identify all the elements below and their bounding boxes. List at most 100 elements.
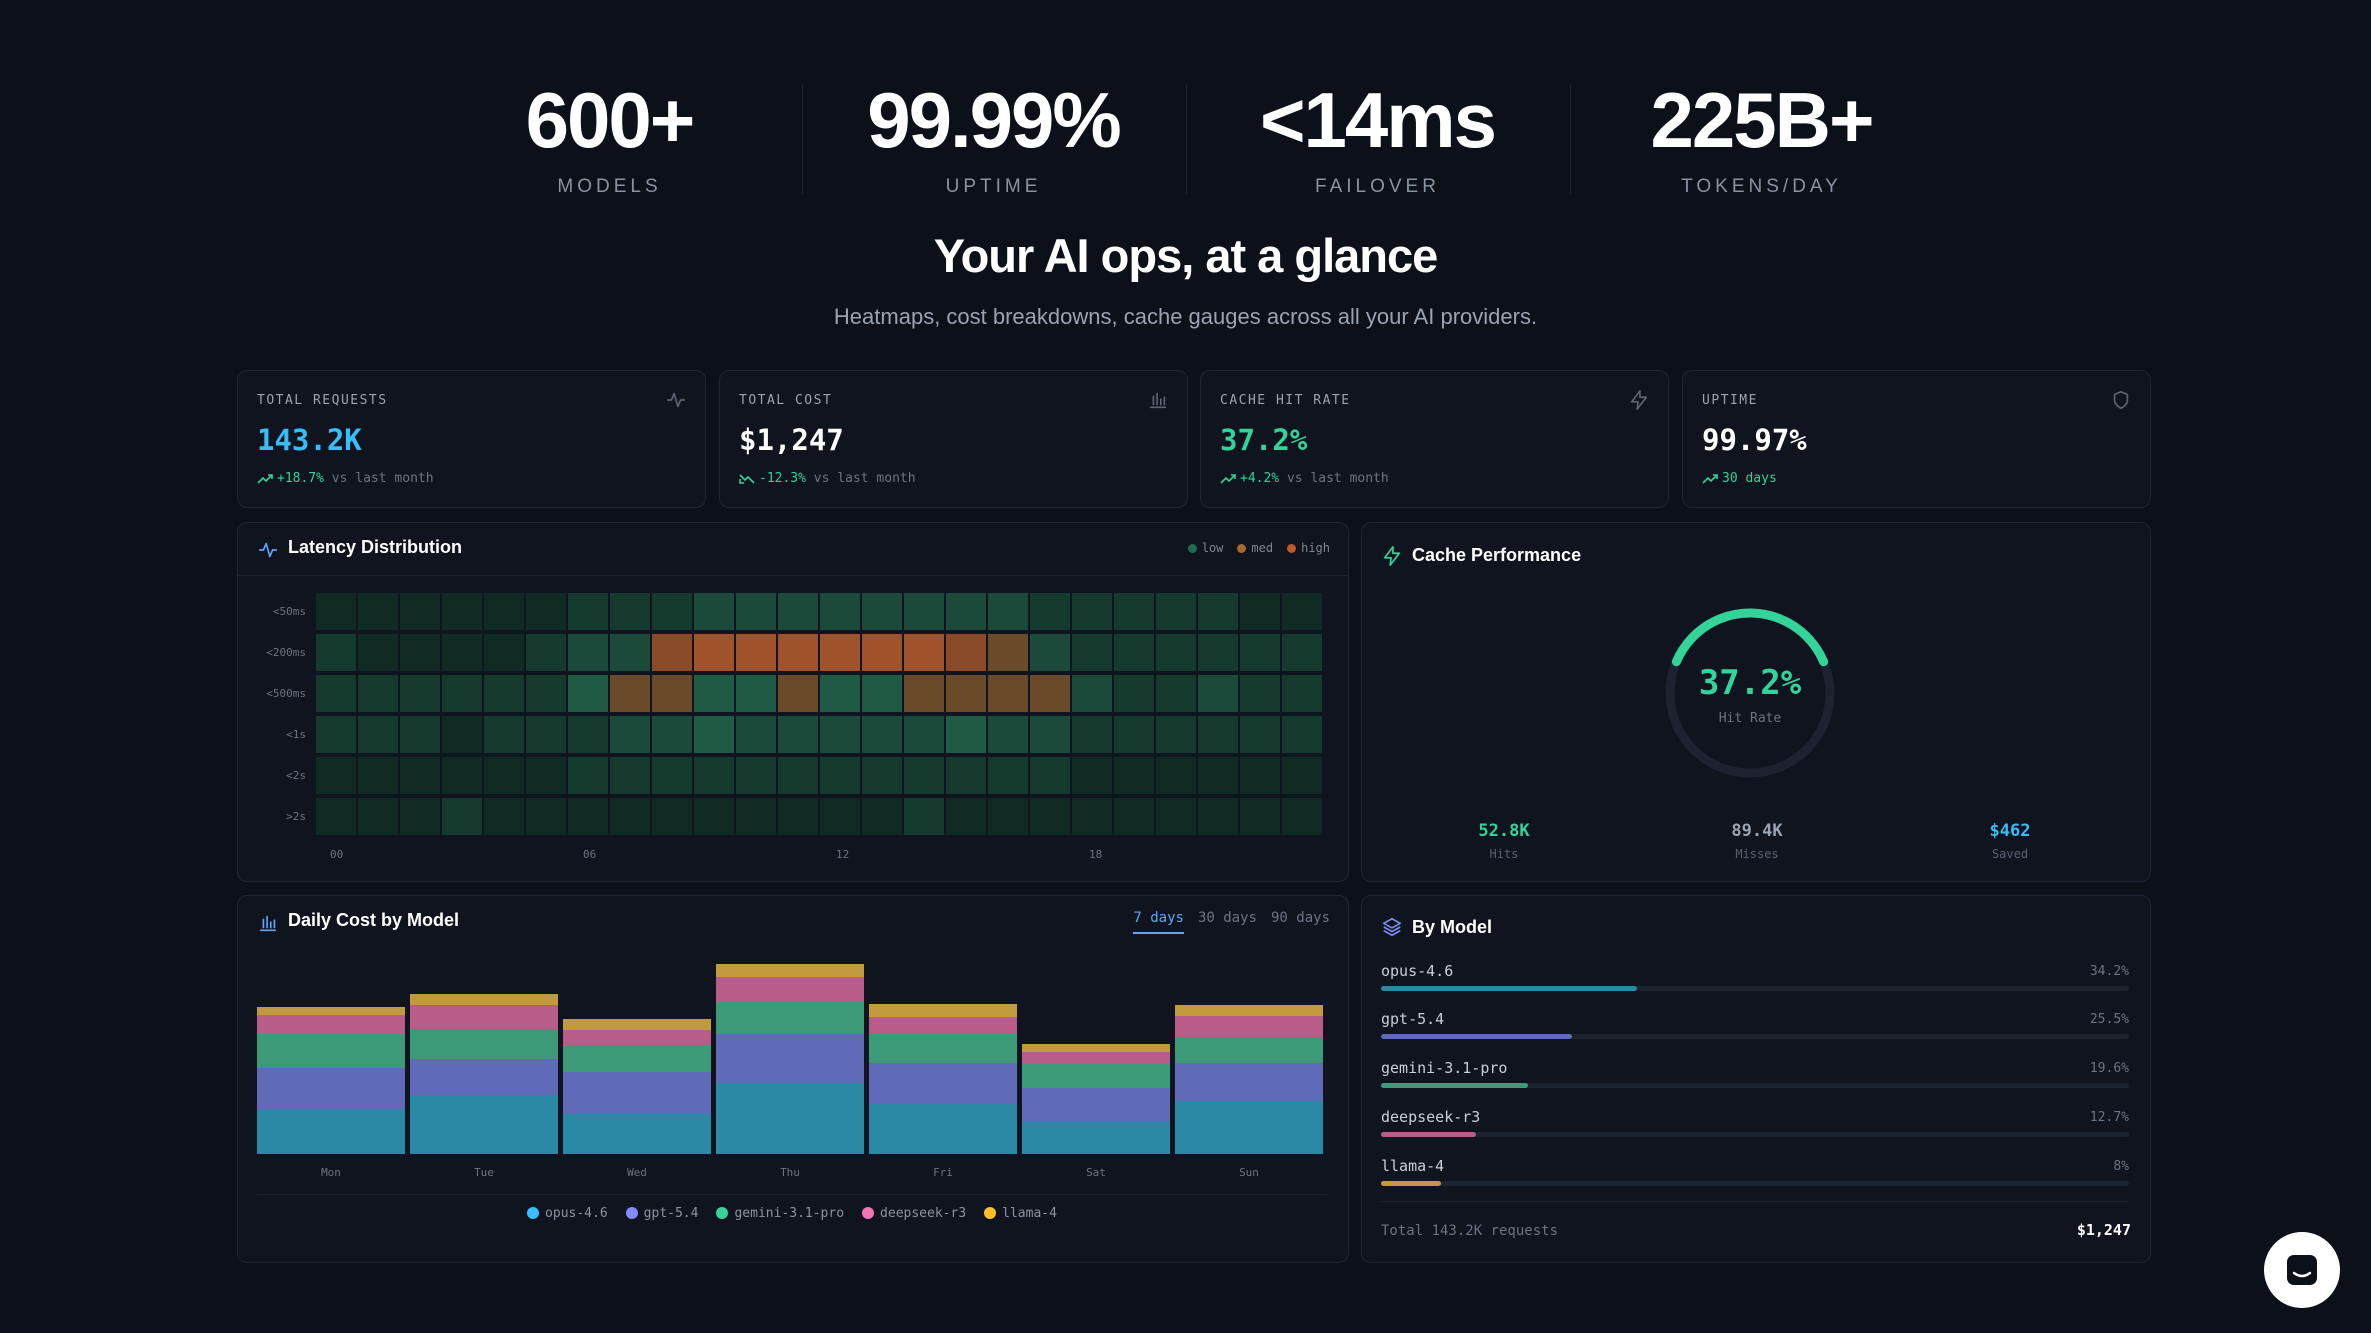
heatmap-cell	[526, 798, 566, 835]
legend-item: llama-4	[984, 1206, 1057, 1221]
stat-value: 225B+	[1650, 76, 1874, 164]
legend-label: med	[1251, 541, 1274, 555]
bar-segment-opus-4-6	[716, 1083, 864, 1154]
heatmap-cell	[904, 757, 944, 794]
heatmap-cell	[1198, 716, 1238, 753]
legend-dot	[1287, 544, 1297, 553]
bar-segment-gemini-3-1-pro	[257, 1034, 405, 1068]
bar-segment-deepseek-r3	[563, 1030, 711, 1045]
heatmap-cell	[442, 593, 482, 630]
heatmap-cell	[442, 798, 482, 835]
heatmap-cell	[736, 757, 776, 794]
activity-icon	[258, 542, 278, 558]
heatmap-cell	[778, 634, 818, 671]
heatmap-cell	[442, 634, 482, 671]
kpi-delta-suffix: vs last month	[331, 471, 434, 486]
heatmap-row-label: <50ms	[272, 605, 306, 618]
heatmap-cell	[694, 634, 734, 671]
heatmap-cell	[988, 757, 1028, 794]
heatmap-cell	[1072, 757, 1112, 794]
divider	[238, 575, 1348, 576]
model-total-label: Total 143.2K requests	[1381, 1223, 1559, 1239]
trend-down-icon	[739, 474, 755, 484]
bar-segment-gemini-3-1-pro	[716, 1002, 864, 1034]
legend-dot	[716, 1207, 729, 1219]
heatmap-cell	[568, 798, 608, 835]
heatmap-cell	[778, 675, 818, 712]
divider	[257, 1194, 1327, 1195]
bar-segment-llama-4	[1175, 1005, 1323, 1016]
heatmap-cell	[736, 798, 776, 835]
bar-segment-gpt-5-4	[1175, 1063, 1323, 1101]
tab-7-days[interactable]: 7 days	[1133, 910, 1184, 934]
heatmap-cell	[1198, 675, 1238, 712]
heatmap-cell	[610, 757, 650, 794]
heatmap-cell	[1030, 798, 1070, 835]
heatmap-cell	[526, 593, 566, 630]
heatmap-cell	[694, 798, 734, 835]
chat-launcher-button[interactable]	[2264, 1232, 2340, 1308]
heatmap-cell	[1282, 716, 1322, 753]
heatmap-cell	[1114, 757, 1154, 794]
panel-title: Cache Performance	[1412, 545, 1582, 565]
model-track	[1381, 986, 2129, 991]
heatmap-cell	[652, 757, 692, 794]
gauge-label: Hit Rate	[1718, 711, 1782, 726]
bar-segment-opus-4-6	[257, 1110, 405, 1154]
heatmap-cell	[358, 675, 398, 712]
heatmap-cell	[400, 798, 440, 835]
heatmap-cell	[1114, 798, 1154, 835]
model-name: gemini-3.1-pro	[1381, 1059, 1508, 1077]
heatmap-cell	[1114, 634, 1154, 671]
hero-stats: 600+ MODELS 99.99% UPTIME <14ms FAILOVER…	[0, 70, 2371, 198]
heatmap-cell	[1030, 757, 1070, 794]
heatmap-cell	[400, 757, 440, 794]
legend-item: deepseek-r3	[862, 1206, 966, 1221]
heatmap-cell	[400, 634, 440, 671]
kpi-value: 37.2%	[1220, 423, 1308, 457]
heatmap-cell	[1030, 634, 1070, 671]
panel-title: Latency Distribution	[288, 537, 463, 557]
heatmap-cell	[526, 675, 566, 712]
cache-stat-saved: $462 Saved	[1910, 821, 2110, 861]
model-total-value: $1,247	[2076, 1221, 2131, 1239]
trend-up-icon	[1702, 474, 1718, 484]
x-tick-label: Thu	[780, 1166, 800, 1179]
heatmap-cell	[694, 716, 734, 753]
model-fill	[1381, 1132, 1476, 1137]
heatmap-cell	[1156, 798, 1196, 835]
stat-uptime: 99.99% UPTIME	[801, 70, 1186, 198]
heatmap-cell	[988, 593, 1028, 630]
chat-icon	[2287, 1255, 2317, 1285]
legend-item: opus-4.6	[527, 1206, 608, 1221]
heatmap-cell	[1156, 716, 1196, 753]
bar-segment-llama-4	[1022, 1044, 1170, 1052]
heatmap-cell	[778, 798, 818, 835]
heatmap-cell	[904, 675, 944, 712]
legend-dot	[1237, 544, 1247, 553]
bar-segment-deepseek-r3	[869, 1017, 1017, 1033]
legend-item-med: med	[1237, 541, 1273, 555]
trend-up-icon	[1220, 474, 1236, 484]
heatmap-cell	[1198, 593, 1238, 630]
tab-30-days[interactable]: 30 days	[1197, 910, 1257, 926]
heatmap-cell	[1240, 675, 1280, 712]
legend-label: gpt-5.4	[643, 1206, 699, 1221]
x-tick-label: Sun	[1239, 1166, 1259, 1179]
kpi-delta: -12.3% vs last month	[739, 471, 916, 486]
stat-models: 600+ MODELS	[418, 70, 802, 198]
heatmap-cell	[862, 634, 902, 671]
bar-segment-gemini-3-1-pro	[869, 1033, 1017, 1063]
activity-icon	[666, 392, 686, 408]
bar-segment-opus-4-6	[563, 1114, 711, 1154]
heatmap-cell	[778, 757, 818, 794]
heatmap-cell	[316, 675, 356, 712]
tab-90-days[interactable]: 90 days	[1270, 910, 1330, 926]
heatmap-cell	[484, 757, 524, 794]
heatmap-row-label: >2s	[286, 810, 306, 823]
legend-item: gpt-5.4	[625, 1206, 699, 1221]
heatmap-cell	[1072, 798, 1112, 835]
heatmap-cell	[1156, 634, 1196, 671]
bar-segment-gemini-3-1-pro	[1175, 1037, 1323, 1063]
bar-segment-llama-4	[257, 1007, 405, 1015]
